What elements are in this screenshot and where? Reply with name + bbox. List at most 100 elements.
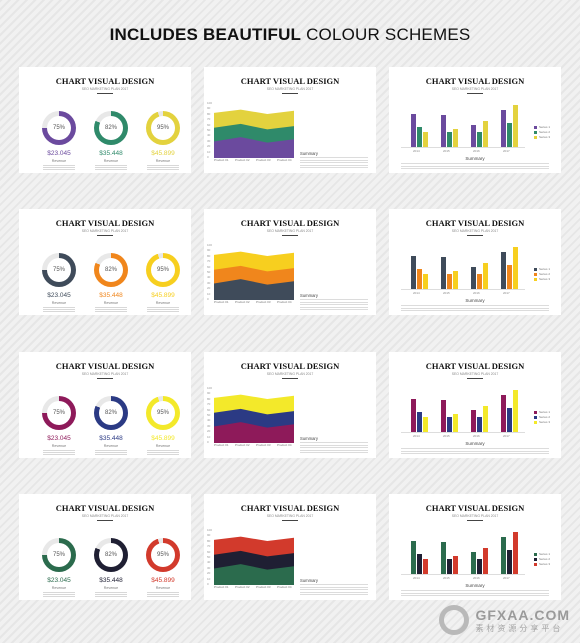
- bar-summary-heading: Summary: [465, 298, 485, 303]
- bar-x-tick: 2015: [443, 149, 450, 153]
- slide-title: CHART VISUAL DESIGN: [55, 76, 155, 86]
- bar: [507, 407, 512, 432]
- bar-legend-label: Series 3: [539, 562, 551, 566]
- area-y-tick: 10: [207, 291, 211, 296]
- bar-x-tick: 2015: [443, 434, 450, 438]
- bar: [513, 247, 518, 289]
- area-y-tick: 50: [207, 555, 211, 559]
- bar: [411, 114, 416, 147]
- watermark: GFXAA.COM 素材资源分享平台: [439, 605, 570, 635]
- bar: [477, 131, 482, 147]
- donut-text-lines: [89, 592, 133, 597]
- bar-legend-label: Series 1: [539, 267, 551, 271]
- area-y-tick: 20: [207, 144, 211, 149]
- bar-x-tick: 2014: [413, 149, 420, 153]
- bar-legend-label: Series 1: [539, 552, 551, 556]
- donut-label: Revenue: [51, 301, 67, 305]
- donut-value: $35.448: [99, 435, 123, 442]
- slide-area-1[interactable]: CHART VISUAL DESIGN SEO MARKETING PLAN 2…: [204, 67, 376, 173]
- bar-chart: [401, 103, 525, 148]
- donut-value: $35.448: [99, 577, 123, 584]
- slide-donut-4[interactable]: CHART VISUAL DESIGN SEO MARKETING PLAN 2…: [19, 494, 191, 600]
- slide-area-2[interactable]: CHART VISUAL DESIGN SEO MARKETING PLAN 2…: [204, 209, 376, 315]
- bar: [471, 267, 476, 289]
- donut-value: $23.045: [47, 577, 71, 584]
- area-chart: [214, 109, 294, 158]
- area-y-tick: 70: [207, 402, 211, 407]
- bar-legend-label: Series 1: [539, 410, 551, 414]
- slide-donut-1[interactable]: CHART VISUAL DESIGN SEO MARKETING PLAN 2…: [19, 67, 191, 173]
- watermark-logo-icon: [439, 605, 470, 635]
- donut-label: Revenue: [155, 301, 171, 305]
- donut-text-lines: [141, 165, 185, 170]
- donut-text-lines: [141, 450, 185, 455]
- area-y-tick: 20: [207, 429, 211, 434]
- bar-x-tick: 2016: [473, 149, 480, 153]
- bar: [417, 269, 422, 289]
- donut-chart: 95%: [146, 538, 180, 572]
- bar-x-tick: 2016: [473, 291, 480, 295]
- area-summary-heading: Summary: [300, 151, 318, 156]
- bar-summary-heading: Summary: [465, 156, 485, 161]
- area-summary-text: [300, 299, 368, 312]
- bar: [453, 129, 458, 147]
- area-x-tick: Product 04: [277, 300, 292, 304]
- bar-legend-item: Series 1: [534, 267, 550, 271]
- slide-title: CHART VISUAL DESIGN: [55, 361, 155, 371]
- bar-summary-text: [401, 163, 549, 171]
- bar: [423, 131, 428, 147]
- area-y-tick: 40: [207, 133, 211, 138]
- area-layer: [214, 279, 294, 300]
- bar: [501, 251, 506, 289]
- donut-value: $23.045: [47, 292, 71, 299]
- slide-bar-1[interactable]: CHART VISUAL DESIGN SEO MARKETING PLAN 2…: [389, 67, 561, 173]
- slide-bar-2[interactable]: CHART VISUAL DESIGN SEO MARKETING PLAN 2…: [389, 209, 561, 315]
- area-y-tick: 100: [207, 386, 213, 390]
- area-layer: [214, 422, 294, 443]
- bar: [507, 549, 512, 574]
- slide-bar-3[interactable]: CHART VISUAL DESIGN SEO MARKETING PLAN 2…: [389, 352, 561, 458]
- slide-area-3[interactable]: CHART VISUAL DESIGN SEO MARKETING PLAN 2…: [204, 352, 376, 458]
- donut-chart: 95%: [146, 253, 180, 287]
- area-y-tick: 40: [207, 418, 211, 423]
- title-divider: [97, 235, 113, 236]
- slide-subtitle: SEO MARKETING PLAN 2017: [451, 372, 499, 376]
- area-x-tick: Product 03: [256, 443, 271, 447]
- area-y-tick: 90: [207, 106, 211, 111]
- area-y-tick: 60: [207, 122, 211, 127]
- area-y-tick: 0: [207, 440, 209, 444]
- page-headline: INCLUDES BEAUTIFUL COLOUR SCHEMES: [0, 25, 580, 45]
- donut-percent: 75%: [47, 401, 71, 425]
- donut-value: $35.448: [99, 292, 123, 299]
- area-y-tick: 0: [207, 155, 209, 159]
- title-divider: [97, 378, 113, 379]
- slide-subtitle: SEO MARKETING PLAN 2017: [266, 372, 314, 376]
- donut-value: $23.045: [47, 435, 71, 442]
- area-y-tick: 10: [207, 149, 211, 154]
- area-y-tick: 100: [207, 101, 213, 105]
- donut-text-lines: [89, 450, 133, 455]
- title-divider: [467, 520, 483, 521]
- bar: [417, 412, 422, 432]
- bar: [447, 273, 452, 289]
- area-y-tick: 60: [207, 407, 211, 412]
- donut-label: Revenue: [103, 301, 119, 305]
- bar: [423, 558, 428, 574]
- slide-donut-2[interactable]: CHART VISUAL DESIGN SEO MARKETING PLAN 2…: [19, 209, 191, 315]
- donut-label: Revenue: [155, 159, 171, 163]
- slide-donut-3[interactable]: CHART VISUAL DESIGN SEO MARKETING PLAN 2…: [19, 352, 191, 458]
- donut-chart: 95%: [146, 111, 180, 145]
- donut-value: $23.045: [47, 150, 71, 157]
- donut-text-lines: [141, 307, 185, 312]
- slide-area-4[interactable]: CHART VISUAL DESIGN SEO MARKETING PLAN 2…: [204, 494, 376, 600]
- bar: [441, 400, 446, 432]
- slide-bar-4[interactable]: CHART VISUAL DESIGN SEO MARKETING PLAN 2…: [389, 494, 561, 600]
- donut-percent: 82%: [99, 116, 123, 140]
- area-y-tick: 20: [207, 286, 211, 291]
- bar-legend-item: Series 1: [534, 410, 550, 414]
- donut-text-lines: [89, 307, 133, 312]
- bar: [501, 109, 506, 147]
- donut-percent: 95%: [151, 543, 175, 567]
- bar-legend-label: Series 3: [539, 135, 551, 139]
- title-divider: [97, 520, 113, 521]
